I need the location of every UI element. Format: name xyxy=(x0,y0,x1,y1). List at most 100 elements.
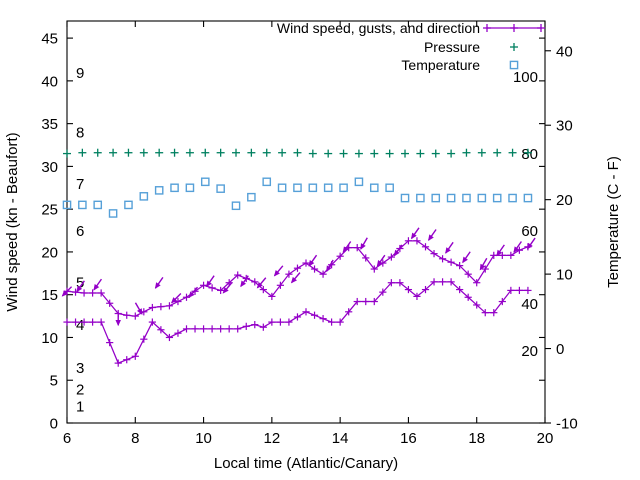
y-axis-tick-label: 35 xyxy=(41,116,58,133)
square-marker xyxy=(170,183,179,193)
wind-direction-arrow xyxy=(462,256,468,264)
y2-axis-tick-label: -10 xyxy=(556,416,578,433)
beaufort-scale-label: 8 xyxy=(76,125,84,142)
y-axis-tick-label: 10 xyxy=(41,330,58,347)
square-marker xyxy=(78,200,87,210)
square-marker xyxy=(431,193,441,203)
y-axis-tick-label: 15 xyxy=(41,287,58,304)
pressure-scale-label: 60 xyxy=(521,223,538,240)
beaufort-scale-label: 7 xyxy=(76,176,84,193)
x-axis-tick-label: 18 xyxy=(468,430,485,447)
square-marker xyxy=(385,183,394,193)
wind-direction-arrow xyxy=(273,270,280,277)
square-marker xyxy=(308,183,318,193)
y2-axis-tick-label: 30 xyxy=(556,118,573,135)
beaufort-scale-label: 9 xyxy=(76,65,84,82)
pressure-scale-label: 40 xyxy=(521,296,538,313)
square-marker xyxy=(477,193,487,203)
beaufort-scale-label: 2 xyxy=(76,381,84,398)
square-marker xyxy=(62,200,72,210)
beaufort-scale-label: 5 xyxy=(76,274,84,291)
square-marker xyxy=(323,183,333,193)
y2-axis-tick-label: 40 xyxy=(556,43,573,60)
wind-direction-arrow xyxy=(376,260,383,267)
x-axis-tick-label: 6 xyxy=(63,430,71,447)
wind-direction-arrow xyxy=(115,320,121,327)
square-marker xyxy=(216,184,225,193)
y-axis-title: Wind speed (kn - Beaufort) xyxy=(4,132,21,311)
square-marker xyxy=(339,183,348,193)
wind-direction-arrow xyxy=(496,249,503,257)
square-marker xyxy=(509,60,519,70)
wind-direction-arrow xyxy=(61,290,68,297)
wind-direction-arrow xyxy=(206,280,212,288)
square-marker xyxy=(139,192,149,201)
square-marker xyxy=(462,193,471,203)
wind-direction-arrow xyxy=(240,280,247,288)
y2-axis-title: Temperature (C - F) xyxy=(605,156,622,288)
wind-direction-arrow xyxy=(170,297,178,304)
wind-direction-arrow xyxy=(256,282,263,289)
legend-label-0: Wind speed, gusts, and direction xyxy=(277,20,480,36)
y-axis-tick-label: 20 xyxy=(41,244,58,261)
wind-direction-arrow xyxy=(222,287,229,294)
wind-direction-arrow xyxy=(445,247,451,254)
square-marker xyxy=(508,193,517,203)
x-axis-tick-label: 14 xyxy=(332,430,349,447)
square-marker xyxy=(185,183,195,193)
legend-label-1: Pressure xyxy=(424,39,480,55)
x-axis-tick-label: 8 xyxy=(131,430,139,447)
y-axis-tick-label: 5 xyxy=(50,373,58,390)
square-marker xyxy=(154,186,164,195)
wind-direction-arrow xyxy=(360,243,366,250)
pressure-scale-label: 20 xyxy=(521,343,538,360)
y-axis-tick-label: 45 xyxy=(41,31,58,48)
square-marker xyxy=(124,200,133,210)
wind-direction-arrow xyxy=(410,232,417,240)
pressure-scale-label: 80 xyxy=(521,146,538,163)
wind-direction-arrow xyxy=(308,260,315,267)
plot-frame xyxy=(66,20,546,424)
wind-direction-arrow xyxy=(393,249,400,257)
wind-direction-arrow xyxy=(154,282,161,289)
y-axis-tick-label: 40 xyxy=(41,73,58,90)
beaufort-scale-label: 1 xyxy=(76,398,84,415)
y-axis-tick-label: 30 xyxy=(41,159,58,176)
wind-direction-arrow xyxy=(527,242,533,250)
wind-direction-arrow xyxy=(290,276,297,284)
wind-direction-arrow xyxy=(76,285,83,293)
wind-direction-arrow xyxy=(479,263,486,271)
x-axis-tick-label: 12 xyxy=(264,430,281,447)
wind-direction-arrow xyxy=(188,291,195,298)
square-marker xyxy=(400,193,410,203)
square-marker xyxy=(369,183,379,193)
square-marker xyxy=(446,193,456,203)
x-axis-tick-label: 16 xyxy=(400,430,417,447)
y2-axis-tick-label: 10 xyxy=(556,267,573,284)
legend-label-2: Temperature xyxy=(401,57,480,73)
square-marker xyxy=(492,193,502,203)
square-marker xyxy=(523,193,533,203)
square-marker xyxy=(247,192,256,202)
beaufort-scale-label: 4 xyxy=(76,317,84,334)
x-axis-tick-label: 20 xyxy=(537,430,554,447)
y-axis-tick-label: 25 xyxy=(41,202,58,219)
square-marker xyxy=(231,201,241,211)
y2-axis-tick-label: 20 xyxy=(556,192,573,209)
beaufort-scale-label: 6 xyxy=(76,223,84,240)
wind-direction-arrow xyxy=(342,246,349,253)
square-marker xyxy=(262,177,272,187)
square-marker xyxy=(108,209,118,218)
square-marker xyxy=(354,177,364,187)
square-marker xyxy=(293,183,302,193)
square-marker xyxy=(93,200,103,210)
y2-axis-tick-label: 0 xyxy=(556,341,564,358)
wind-direction-arrow xyxy=(93,283,100,291)
beaufort-scale-label: 3 xyxy=(76,360,84,377)
y-axis-tick-label: 0 xyxy=(50,416,58,433)
series-line xyxy=(67,281,528,364)
wind-direction-arrow xyxy=(428,234,434,241)
wind-direction-arrow xyxy=(513,246,520,253)
